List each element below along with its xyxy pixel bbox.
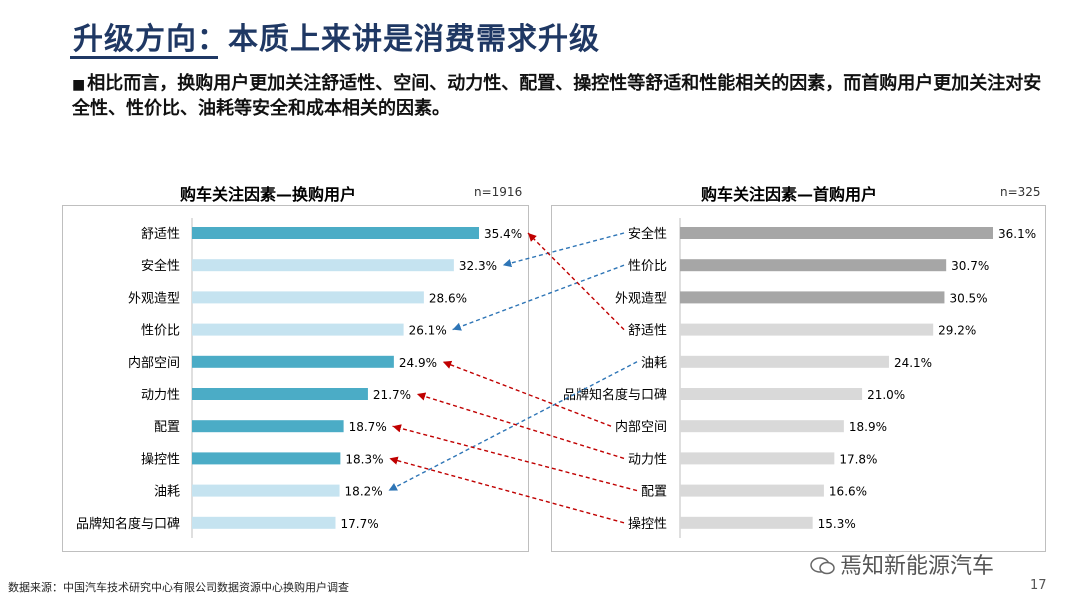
bullet-marker: ■	[72, 77, 86, 93]
bar	[192, 516, 336, 529]
bar	[192, 484, 340, 497]
value-label: 24.9%	[399, 356, 437, 370]
category-label: 动力性	[141, 388, 180, 403]
bar	[192, 323, 404, 336]
value-label: 28.6%	[429, 291, 467, 305]
value-label: 35.4%	[484, 227, 522, 241]
summary-bullet: ■ 相比而言，换购用户更加关注舒适性、空间、动力性、配置、操控性等舒适和性能相关的…	[72, 72, 1052, 120]
left-sample-size: n=1916	[474, 185, 523, 199]
category-label: 舒适性	[141, 227, 180, 242]
value-label: 32.3%	[459, 259, 497, 273]
value-label: 18.9%	[849, 420, 887, 434]
category-label: 外观造型	[128, 291, 180, 306]
bar	[680, 259, 947, 272]
value-label: 21.0%	[867, 388, 905, 402]
value-label: 24.1%	[894, 356, 932, 370]
bar	[680, 291, 945, 304]
page-title: 升级方向：本质上来讲是消费需求升级	[73, 22, 600, 57]
bar	[680, 484, 824, 497]
connector-arrow	[527, 232, 625, 331]
bar	[680, 388, 863, 400]
value-label: 17.7%	[341, 517, 379, 531]
value-label: 36.1%	[998, 227, 1036, 241]
left-chart-title: 购车关注因素—换购用户	[180, 185, 357, 204]
category-label: 性价比	[628, 259, 667, 274]
category-label: 油耗	[641, 356, 667, 371]
category-label: 安全性	[628, 226, 667, 242]
bar	[680, 516, 813, 529]
bar	[680, 420, 844, 433]
bar	[192, 259, 454, 272]
connector-arrow	[452, 264, 625, 331]
value-label: 21.7%	[373, 388, 411, 402]
value-label: 16.6%	[829, 485, 867, 499]
connector-arrows	[388, 232, 638, 524]
bar	[680, 355, 889, 368]
connector-arrow	[389, 456, 625, 524]
category-label: 外观造型	[615, 291, 667, 306]
value-label: 18.2%	[345, 485, 383, 499]
category-label: 性价比	[141, 324, 180, 339]
category-label: 内部空间	[128, 355, 180, 371]
left-bar-chart: 舒适性 35.4% 安全性 32.3% 外观造型 28.6% 性价比 26.1% 内部空间 24.…	[76, 218, 522, 538]
bar	[192, 452, 341, 465]
bar	[192, 420, 344, 433]
category-label: 油耗	[154, 485, 180, 500]
category-label: 舒适性	[628, 324, 667, 339]
bar	[680, 227, 993, 239]
bar	[192, 355, 394, 368]
value-label: 30.7%	[951, 259, 989, 273]
right-chart-title: 购车关注因素—首购用户	[701, 185, 878, 204]
value-label: 26.1%	[409, 324, 447, 338]
bar	[192, 227, 479, 239]
category-label: 品牌知名度与口碑	[563, 387, 667, 403]
summary-text: 相比而言，换购用户更加关注舒适性、空间、动力性、配置、操控性等舒适和性能相关的因…	[72, 73, 1042, 119]
right-sample-size: n=325	[1000, 185, 1041, 199]
bar	[680, 323, 934, 336]
value-label: 15.3%	[818, 517, 856, 531]
title-underline	[70, 56, 218, 59]
connector-arrow	[416, 392, 625, 460]
connector-arrow	[442, 360, 612, 427]
value-label: 29.2%	[938, 324, 976, 338]
page-number: 17	[1030, 578, 1047, 593]
bar	[192, 291, 424, 304]
watermark: 焉知新能源汽车	[810, 548, 994, 580]
value-label: 18.7%	[349, 420, 387, 434]
category-label: 操控性	[628, 516, 667, 532]
right-bar-chart: 安全性 36.1% 性价比 30.7% 外观造型 30.5% 舒适性 29.2% 油耗 24.1%…	[563, 218, 1036, 538]
connector-arrow	[388, 361, 638, 492]
wechat-icon	[810, 557, 835, 575]
data-source: 数据来源：中国汽车技术研究中心有限公司数据资源中心换购用户调查	[8, 581, 349, 594]
bar	[680, 452, 835, 465]
category-label: 配置	[154, 420, 180, 435]
category-label: 内部空间	[615, 419, 667, 435]
category-label: 配置	[641, 485, 667, 500]
value-label: 30.5%	[949, 291, 987, 305]
category-label: 操控性	[141, 451, 180, 467]
category-label: 品牌知名度与口碑	[76, 516, 180, 532]
value-label: 18.3%	[345, 452, 383, 466]
bar	[192, 388, 368, 400]
watermark-text: 焉知新能源汽车	[840, 554, 995, 579]
category-label: 安全性	[141, 258, 180, 274]
value-label: 17.8%	[839, 452, 877, 466]
category-label: 动力性	[628, 452, 667, 467]
connector-arrow	[392, 424, 638, 492]
